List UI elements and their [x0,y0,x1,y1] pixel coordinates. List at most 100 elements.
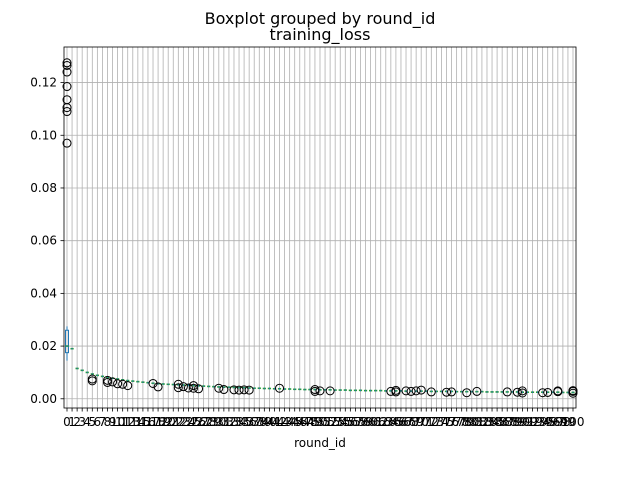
x-tick-label: 34 [231,415,246,429]
x-tick-label: 18 [150,415,165,429]
x-tick-label: 19 [155,415,170,429]
outlier-point [401,386,411,396]
x-tick-label: 60 [363,415,378,429]
outlier-point [411,386,421,396]
x-tick-label: 59 [358,415,373,429]
outlier-point [219,385,229,395]
outlier-point [178,382,188,392]
x-tick-label: 66 [393,415,408,429]
x-tick-label: 65 [388,415,403,429]
x-tick-label: 31 [216,415,231,429]
x-tick-label: 54 [333,415,348,429]
outlier-point [183,383,193,393]
x-tick-label: 45 [287,415,302,429]
x-tick-label: 24 [181,415,196,429]
outlier-point [118,379,128,389]
outlier-point [62,103,72,113]
x-tick-label: 55 [338,415,353,429]
x-tick-label: 39 [257,415,272,429]
x-tick-label: 56 [343,415,358,429]
x-tick-label: 44 [282,415,297,429]
y-tick-label: 0.12 [30,76,57,90]
x-tick-label: 40 [262,415,277,429]
outlier-point [406,386,416,396]
outlier-point [173,383,183,393]
y-tick-label: 0.06 [30,234,57,248]
outlier-point [189,381,198,391]
outlier-point [472,386,482,396]
x-axis-label: round_id [294,436,346,450]
x-tick-label: 78 [454,415,469,429]
x-tick-label: 100 [562,415,585,429]
outlier-point [416,385,426,395]
outlier-point [275,383,285,393]
outlier-point [442,387,451,397]
x-tick-label: 88 [505,415,520,429]
x-tick-label: 21 [166,415,181,429]
x-tick-label: 42 [272,415,287,429]
x-tick-label: 52 [322,415,337,429]
x-tick-label: 75 [439,415,454,429]
box-body [65,329,69,354]
y-tick-label: 0.00 [30,392,57,406]
x-tick-label: 51 [317,415,332,429]
x-tick-label: 11 [115,415,130,429]
y-tick-label: 0.10 [30,128,57,142]
x-tick-label: 86 [495,415,510,429]
outlier-point [173,379,183,389]
outlier-point [517,388,527,398]
x-tick-label: 23 [176,415,191,429]
outlier-point [62,107,72,117]
x-tick-label: 85 [489,415,504,429]
outlier-point [87,376,97,386]
x-tick-label: 14 [130,415,145,429]
x-tick-label: 63 [378,415,393,429]
x-tick-label: 82 [474,415,489,429]
x-tick-label: 72 [424,415,439,429]
x-tick-label: 67 [398,415,413,429]
outlier-point [553,387,563,397]
x-tick-label: 79 [459,415,474,429]
outlier-point [239,385,249,395]
x-tick-label: 48 [302,415,317,429]
x-tick-label: 97 [550,415,565,429]
x-tick-label: 36 [242,415,257,429]
x-tick-label: 29 [206,415,221,429]
x-tick-label: 10 [110,415,125,429]
outlier-point [229,385,239,395]
grid-lines [64,47,576,408]
chart-title: training_loss [270,25,371,45]
x-tick-label: 20 [161,415,176,429]
outlier-point [234,385,244,395]
outlier-point [315,386,325,396]
outlier-point [113,379,123,389]
x-tick-label: 5 [88,415,96,429]
outlier-point [62,138,72,148]
x-tick-label: 0 [63,415,71,429]
outlier-point [102,375,112,385]
y-axis-ticks: 0.00 0.02 0.04 0.06 0.08 0.10 0.12 [30,76,64,406]
x-tick-label: 13 [125,415,140,429]
x-tick-label: 1 [68,415,76,429]
x-tick-label: 50 [312,415,327,429]
x-tick-label: 15 [135,415,150,429]
outlier-point [62,60,72,70]
x-tick-label: 70 [414,415,429,429]
x-tick-label: 76 [444,415,459,429]
x-tick-label: 12 [120,415,135,429]
outlier-point [102,377,112,387]
x-tick-label: 38 [252,415,267,429]
y-tick-label: 0.08 [30,181,57,195]
x-tick-label: 80 [464,415,479,429]
x-tick-label: 3 [78,415,86,429]
outlier-point [62,82,72,92]
x-tick-label: 71 [419,415,434,429]
outlier-point [310,386,320,396]
x-tick-label: 69 [408,415,423,429]
outlier-point [386,386,396,396]
outlier-point [153,382,163,392]
outlier-point [244,385,254,395]
x-tick-label: 2 [73,415,81,429]
x-tick-label: 22 [171,415,186,429]
x-tick-label: 93 [530,415,545,429]
